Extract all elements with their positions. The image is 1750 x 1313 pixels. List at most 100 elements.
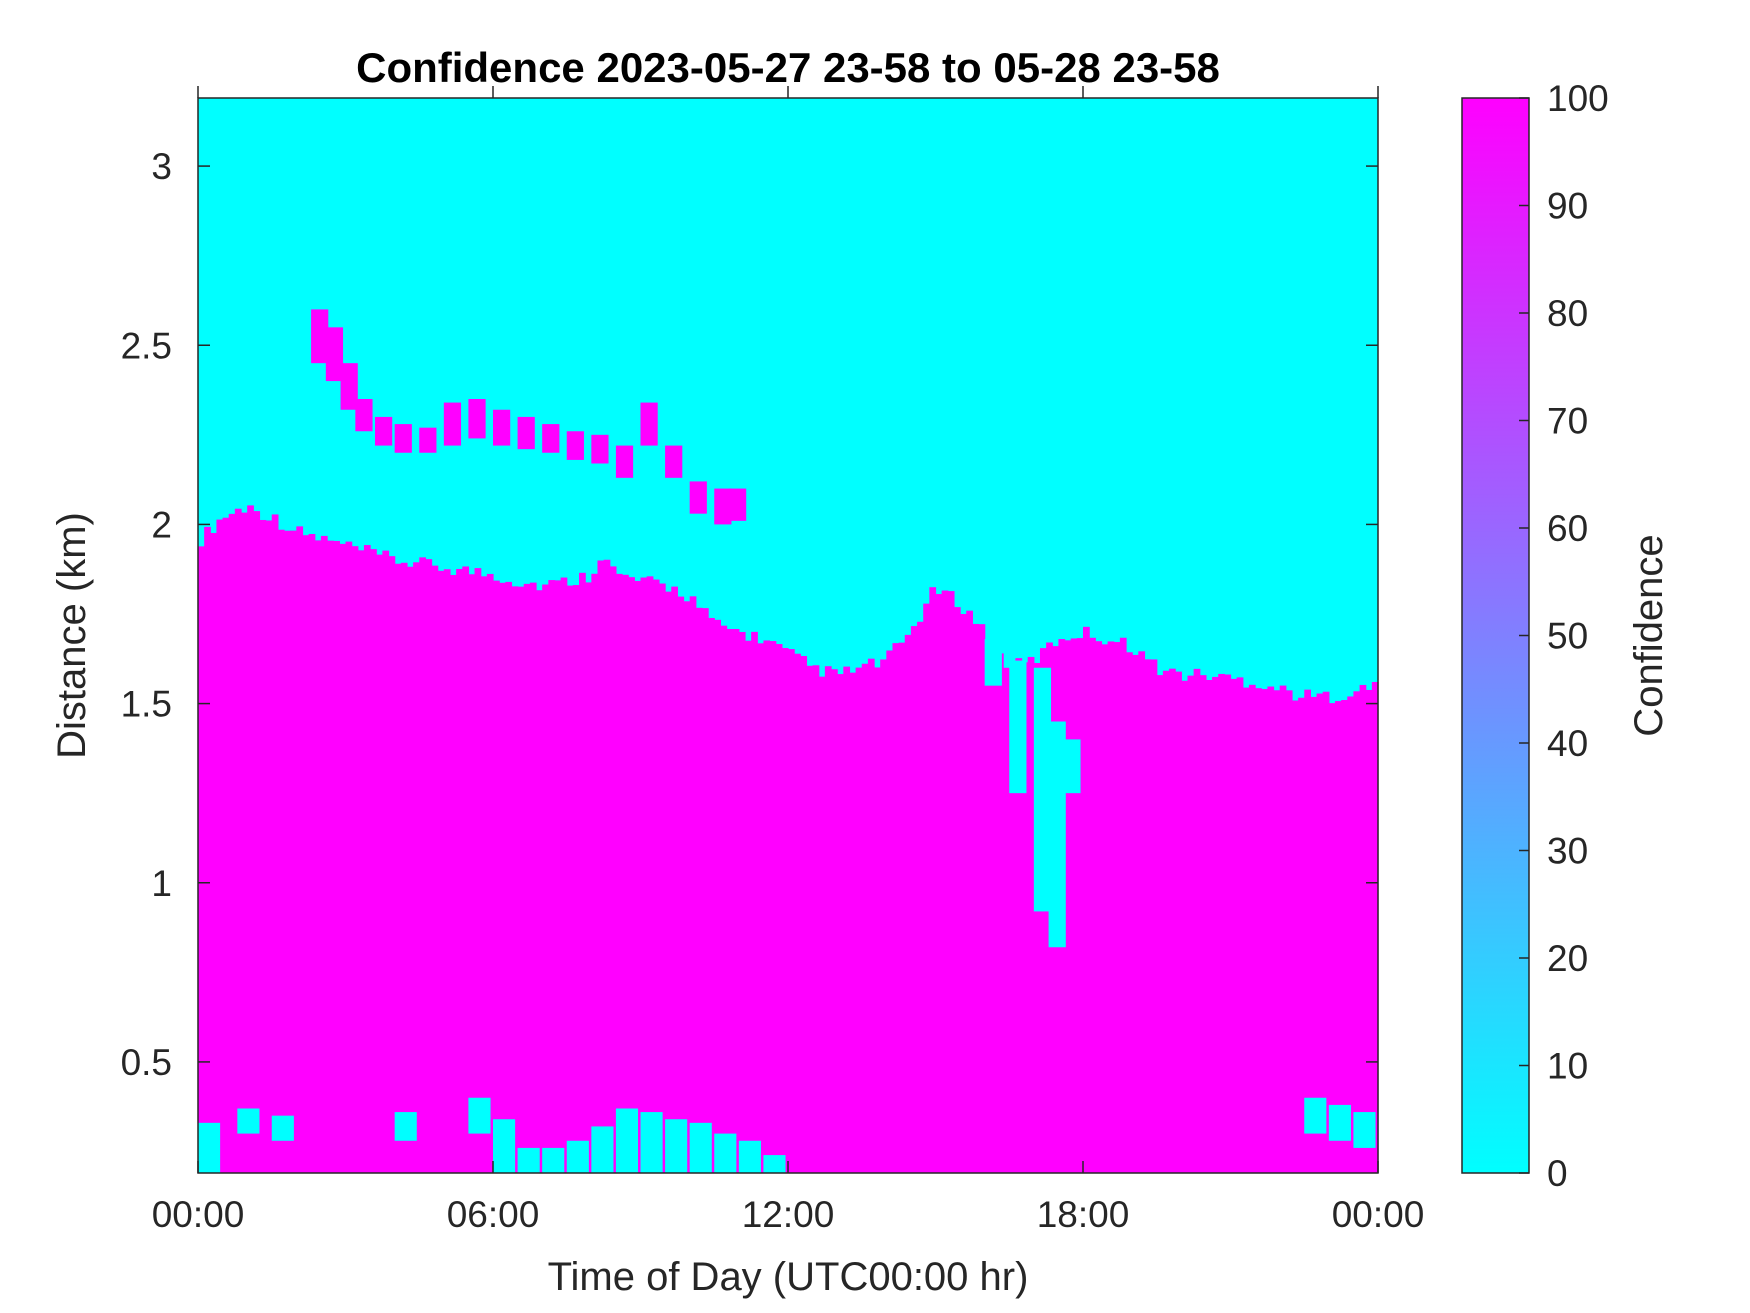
elevated-layer-cell bbox=[640, 402, 658, 446]
boundary-layer-column bbox=[1371, 681, 1379, 1173]
boundary-layer-column bbox=[247, 505, 254, 1173]
colorbar-tick-label: 0 bbox=[1547, 1153, 1568, 1194]
boundary-layer-column bbox=[935, 594, 943, 1173]
boundary-layer-column bbox=[529, 582, 537, 1173]
boundary-layer-column bbox=[517, 586, 525, 1173]
colorbar-tick-label: 70 bbox=[1547, 401, 1588, 442]
boundary-layer-column bbox=[579, 572, 586, 1173]
boundary-layer-column bbox=[493, 580, 500, 1173]
boundary-layer-column bbox=[1365, 689, 1373, 1173]
colorbar-tick-label: 90 bbox=[1547, 186, 1588, 227]
boundary-layer-column bbox=[818, 676, 826, 1173]
boundary-layer-column bbox=[972, 623, 980, 1173]
boundary-layer-column bbox=[996, 653, 1004, 1173]
elevated-layer-cell bbox=[665, 445, 683, 478]
boundary-layer-column bbox=[419, 557, 426, 1173]
boundary-layer-column bbox=[234, 508, 242, 1173]
surface-clear-cell bbox=[714, 1133, 737, 1173]
boundary-layer-column bbox=[824, 666, 832, 1173]
boundary-layer-column bbox=[1162, 670, 1170, 1173]
boundary-layer-column bbox=[628, 577, 635, 1173]
boundary-layer-column bbox=[1261, 689, 1268, 1173]
boundary-layer-column bbox=[1150, 659, 1158, 1173]
boundary-layer-column bbox=[290, 530, 297, 1173]
y-tick-label: 2.5 bbox=[121, 325, 172, 366]
boundary-layer-column bbox=[861, 663, 869, 1173]
boundary-layer-column bbox=[363, 545, 371, 1173]
y-tick-label: 0.5 bbox=[121, 1042, 172, 1083]
boundary-layer-column bbox=[585, 582, 592, 1173]
boundary-layer-column bbox=[499, 582, 506, 1173]
boundary-layer-column bbox=[486, 573, 494, 1173]
elevated-layer-cell bbox=[394, 424, 412, 453]
boundary-layer-column bbox=[1015, 658, 1023, 1173]
boundary-layer-column bbox=[1009, 670, 1016, 1173]
boundary-layer-column bbox=[1089, 637, 1096, 1173]
boundary-layer-column bbox=[781, 648, 789, 1173]
boundary-layer-column bbox=[923, 603, 930, 1173]
boundary-layer-column bbox=[548, 580, 556, 1173]
colorbar-tick-label: 40 bbox=[1547, 723, 1588, 764]
clear-gap-cell bbox=[1048, 721, 1066, 948]
boundary-layer-column bbox=[671, 586, 678, 1173]
boundary-layer-column bbox=[849, 672, 857, 1173]
boundary-layer-column bbox=[1242, 687, 1250, 1173]
boundary-layer-column bbox=[474, 568, 482, 1173]
boundary-layer-column bbox=[892, 643, 900, 1173]
boundary-layer-column bbox=[1224, 674, 1232, 1173]
surface-clear-cell bbox=[689, 1122, 712, 1173]
boundary-layer-column bbox=[689, 596, 697, 1173]
colorbar-label: Confidence bbox=[1627, 534, 1671, 736]
boundary-layer-column bbox=[978, 624, 986, 1173]
boundary-layer-column bbox=[634, 580, 642, 1173]
boundary-layer-column bbox=[953, 607, 961, 1173]
boundary-layer-column bbox=[775, 644, 783, 1173]
axes: 00:00 06:00 12:00 18:00 00:00 0.5 1 1.5 2 2.5 3 bbox=[121, 86, 1424, 1235]
boundary-layer-column bbox=[1359, 684, 1367, 1173]
surface-clear-cell bbox=[468, 1097, 491, 1134]
y-tick-label: 1 bbox=[151, 863, 172, 904]
boundary-layer-column bbox=[1341, 699, 1348, 1173]
boundary-layer-column bbox=[646, 576, 654, 1173]
boundary-layer-column bbox=[812, 665, 820, 1173]
boundary-layer-column bbox=[695, 607, 703, 1173]
elevated-layer-cell bbox=[729, 488, 747, 521]
boundary-layer-column bbox=[271, 514, 279, 1173]
boundary-layer-column bbox=[1347, 696, 1355, 1173]
elevated-layer-cell bbox=[615, 445, 634, 478]
boundary-layer-column bbox=[394, 563, 402, 1173]
boundary-layer-column bbox=[1285, 690, 1293, 1173]
boundary-layer-column bbox=[480, 576, 488, 1173]
boundary-layer-column bbox=[1169, 668, 1176, 1173]
boundary-layer-column bbox=[929, 587, 937, 1173]
elevated-layer-cell bbox=[517, 416, 535, 450]
boundary-layer-column bbox=[357, 550, 365, 1173]
surface-clear-cell bbox=[271, 1115, 294, 1141]
boundary-layer-column bbox=[400, 562, 408, 1173]
surface-clear-cell bbox=[542, 1147, 565, 1173]
boundary-layer-column bbox=[1175, 671, 1182, 1173]
boundary-layer-column bbox=[1291, 700, 1299, 1173]
boundary-layer-column bbox=[198, 546, 205, 1173]
boundary-layer-column bbox=[1113, 642, 1121, 1173]
boundary-layer-column bbox=[1126, 652, 1133, 1173]
boundary-layer-column bbox=[701, 608, 709, 1173]
boundary-layer-column bbox=[320, 535, 328, 1173]
boundary-layer-column bbox=[640, 577, 648, 1173]
elevated-layer-cell bbox=[355, 399, 373, 432]
boundary-layer-column bbox=[837, 674, 844, 1173]
boundary-layer-column bbox=[1230, 678, 1238, 1173]
boundary-layer-column bbox=[1298, 697, 1305, 1173]
boundary-layer-column bbox=[1083, 626, 1090, 1173]
boundary-layer-column bbox=[1095, 641, 1103, 1173]
boundary-layer-column bbox=[376, 554, 383, 1173]
y-tick-label: 1.5 bbox=[121, 684, 172, 725]
boundary-layer-column bbox=[425, 559, 433, 1173]
elevated-layer-cell bbox=[591, 434, 609, 464]
boundary-layer-column bbox=[984, 642, 992, 1173]
boundary-layer-column bbox=[443, 569, 451, 1173]
boundary-layer-column bbox=[1156, 675, 1164, 1173]
surface-clear-cell bbox=[517, 1147, 540, 1173]
boundary-layer-column bbox=[554, 580, 562, 1173]
boundary-layer-column bbox=[1255, 688, 1262, 1173]
